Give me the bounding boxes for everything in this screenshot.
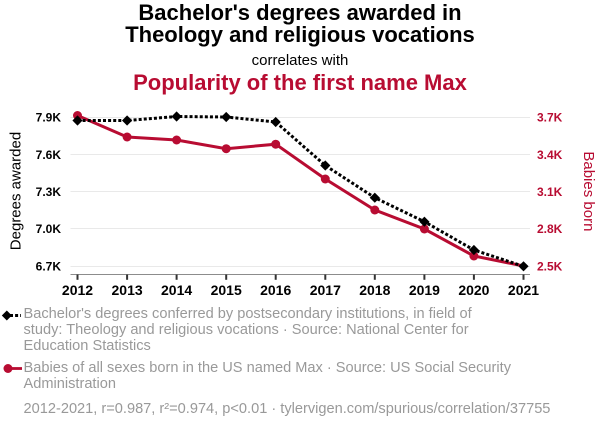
svg-text:2.5K: 2.5K — [537, 259, 563, 273]
svg-text:2020: 2020 — [458, 282, 489, 298]
svg-text:3.7K: 3.7K — [537, 111, 563, 125]
svg-text:7.6K: 7.6K — [36, 148, 62, 162]
svg-text:2017: 2017 — [310, 282, 341, 298]
svg-text:3.4K: 3.4K — [537, 148, 563, 162]
svg-text:2019: 2019 — [409, 282, 440, 298]
svg-text:2014: 2014 — [161, 282, 192, 298]
svg-text:7.9K: 7.9K — [36, 111, 62, 125]
svg-text:7.3K: 7.3K — [36, 185, 62, 199]
svg-text:2.8K: 2.8K — [537, 222, 563, 236]
svg-text:Babies born: Babies born — [580, 151, 597, 231]
svg-text:2013: 2013 — [112, 282, 143, 298]
svg-text:2021: 2021 — [508, 282, 539, 298]
svg-text:2015: 2015 — [211, 282, 242, 298]
svg-text:3.1K: 3.1K — [537, 185, 563, 199]
svg-text:2016: 2016 — [260, 282, 291, 298]
svg-text:7.0K: 7.0K — [36, 222, 62, 236]
svg-text:Degrees awarded: Degrees awarded — [8, 132, 25, 250]
svg-text:2018: 2018 — [359, 282, 390, 298]
svg-text:6.7K: 6.7K — [36, 259, 62, 273]
svg-text:2012: 2012 — [62, 282, 93, 298]
